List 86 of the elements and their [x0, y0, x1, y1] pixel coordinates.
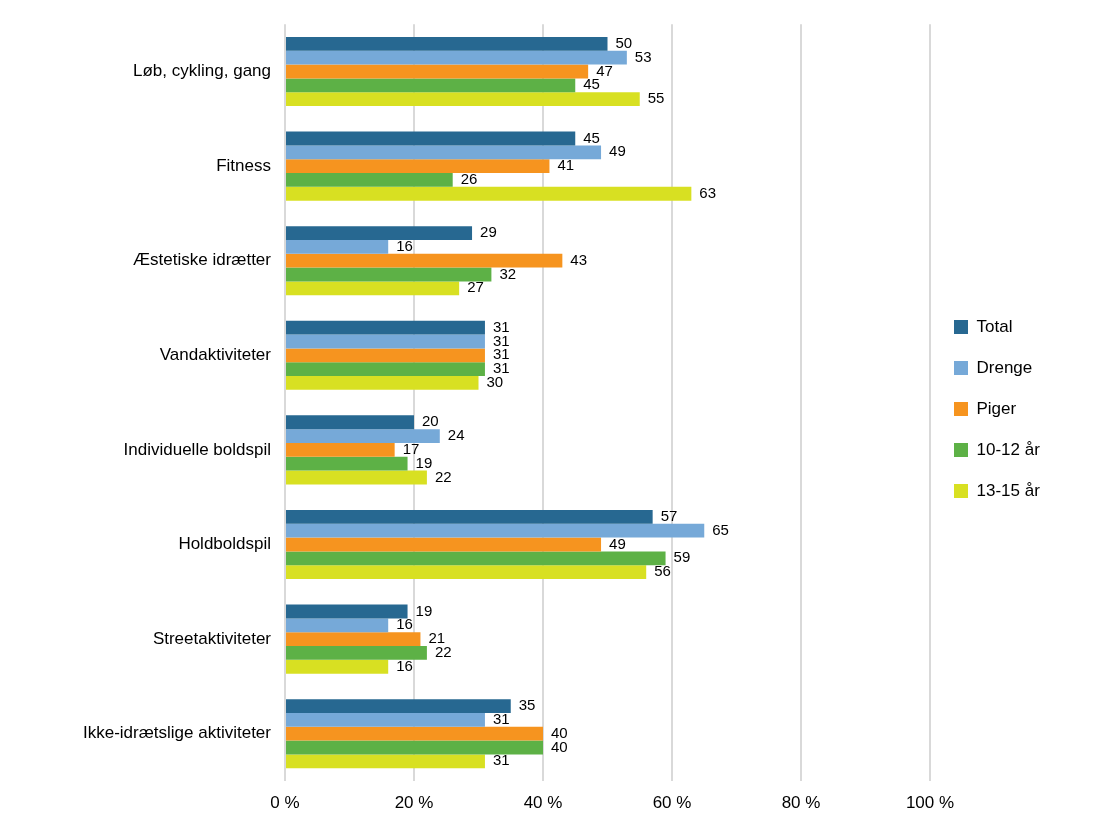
data-label: 29 [480, 223, 497, 241]
data-label: 50 [615, 34, 633, 52]
bar [286, 376, 479, 390]
bar [286, 726, 543, 741]
bar [286, 659, 389, 674]
y-tick-label: Vandaktiviteter [159, 344, 272, 364]
data-label: 41 [557, 156, 575, 174]
legend-label: 13-15 år [976, 480, 1041, 500]
bar [286, 64, 589, 79]
data-label: 31 [492, 710, 510, 728]
bar [286, 618, 389, 633]
bar [286, 537, 602, 552]
data-label: 53 [634, 47, 652, 65]
x-tick-label: 80 % [781, 792, 821, 812]
legend-label: 10-12 år [976, 439, 1041, 459]
bar [286, 92, 640, 107]
data-label: 59 [673, 548, 691, 566]
bar [286, 740, 543, 755]
bar [286, 320, 485, 335]
data-label: 31 [492, 751, 510, 769]
data-label: 56 [654, 562, 671, 580]
x-tick-label: 20 % [394, 792, 434, 812]
data-label: 16 [396, 656, 413, 674]
bar [286, 267, 492, 282]
bar [286, 253, 563, 268]
bar [286, 50, 627, 65]
data-label: 45 [583, 128, 600, 146]
y-tick-label: Streetaktiviteter [152, 628, 272, 648]
bar [286, 523, 705, 538]
bar [286, 456, 408, 471]
bar [286, 362, 485, 377]
y-tick-label: Løb, cykling, gang [133, 61, 271, 81]
data-label: 32 [499, 264, 517, 282]
bar [286, 632, 421, 647]
bar [286, 565, 647, 580]
y-tick-label: Ikke-idrætslige aktiviteter [82, 723, 272, 743]
y-tick-label: Æstetiske idrætter [133, 250, 272, 270]
data-label: 24 [447, 426, 465, 444]
data-label: 63 [699, 183, 717, 201]
bar [286, 78, 576, 93]
y-tick-label: Holdboldspil [178, 534, 271, 554]
bar [286, 145, 602, 160]
data-label: 20 [422, 412, 439, 430]
legend-label: Total [976, 316, 1013, 336]
data-label: 26 [460, 170, 478, 188]
x-tick-label: 100 % [905, 792, 955, 812]
bar [286, 281, 460, 296]
bar [286, 36, 608, 51]
bar [286, 712, 485, 727]
bar [286, 239, 389, 254]
bar [286, 186, 692, 201]
bar [286, 226, 473, 240]
data-label: 22 [434, 467, 452, 485]
data-label: 16 [396, 615, 413, 633]
data-label: 43 [570, 250, 588, 268]
data-label: 55 [647, 89, 665, 107]
bar [286, 415, 414, 430]
bar [286, 442, 395, 457]
x-tick-label: 60 % [652, 792, 692, 812]
bar [286, 604, 408, 619]
x-tick-label: 40 % [523, 792, 563, 812]
bar [286, 754, 485, 769]
data-label: 49 [609, 142, 626, 160]
bar [286, 699, 511, 713]
bar [286, 429, 440, 443]
bar [286, 334, 485, 349]
y-tick-label: Individuelle boldspil [123, 439, 271, 459]
legend-label: Piger [976, 398, 1017, 418]
legend-label: Drenge [976, 357, 1033, 377]
bar [286, 173, 453, 187]
bar [286, 551, 666, 566]
data-label: 57 [660, 507, 678, 525]
data-label: 19 [415, 601, 433, 619]
bar [286, 646, 427, 660]
data-label: 65 [712, 520, 729, 538]
y-tick-label: Fitness [216, 155, 271, 175]
x-tick-label: 0 % [270, 792, 300, 812]
data-label: 27 [467, 278, 484, 296]
bar [286, 509, 653, 524]
data-label: 35 [518, 696, 536, 714]
bar [286, 159, 550, 174]
data-label: 49 [609, 534, 626, 552]
data-label: 16 [396, 237, 413, 255]
bar [286, 131, 576, 146]
bar [286, 470, 427, 485]
bar [286, 348, 485, 363]
